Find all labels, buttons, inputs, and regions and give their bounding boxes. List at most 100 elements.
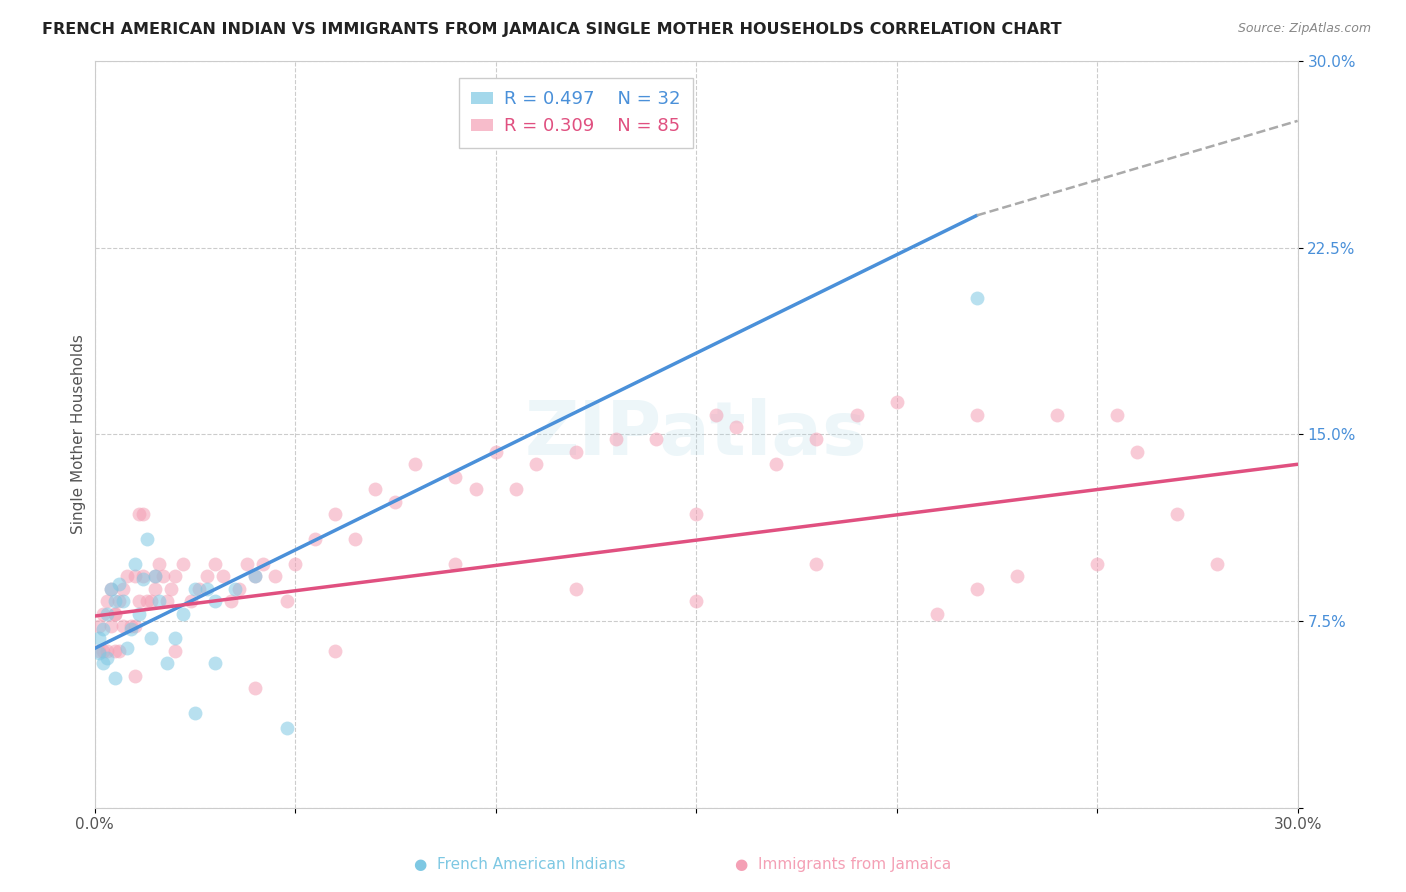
Point xyxy=(725,420,748,434)
Point xyxy=(1126,445,1149,459)
Point xyxy=(704,408,727,422)
Point xyxy=(107,576,129,591)
Point xyxy=(131,507,153,521)
Point xyxy=(156,657,179,671)
Point xyxy=(91,657,114,671)
Point xyxy=(91,622,114,636)
Point xyxy=(685,594,707,608)
Point xyxy=(91,644,114,658)
Point xyxy=(96,607,118,621)
Point xyxy=(128,507,150,521)
Point xyxy=(87,632,110,646)
Point xyxy=(1107,408,1129,422)
Point xyxy=(120,619,142,633)
Point xyxy=(100,619,122,633)
Point xyxy=(87,647,110,661)
Point xyxy=(187,582,209,596)
Point xyxy=(886,395,908,409)
Point xyxy=(104,594,127,608)
Point xyxy=(139,594,162,608)
Point xyxy=(1085,557,1108,571)
Point xyxy=(323,507,346,521)
Point xyxy=(966,582,988,596)
Point xyxy=(444,469,467,483)
Point xyxy=(765,457,787,471)
Point xyxy=(107,594,129,608)
Point xyxy=(524,457,547,471)
Point xyxy=(131,569,153,583)
Point xyxy=(966,291,988,305)
Point xyxy=(96,594,118,608)
Point xyxy=(252,557,274,571)
Point xyxy=(172,607,194,621)
Point xyxy=(806,557,828,571)
Point xyxy=(364,482,387,496)
Point xyxy=(96,651,118,665)
Legend: R = 0.497    N = 32, R = 0.309    N = 85: R = 0.497 N = 32, R = 0.309 N = 85 xyxy=(458,78,693,148)
Point xyxy=(104,644,127,658)
Point xyxy=(1166,507,1188,521)
Point xyxy=(184,706,207,720)
Point xyxy=(143,582,166,596)
Point xyxy=(384,494,406,508)
Point xyxy=(505,482,527,496)
Point xyxy=(156,594,179,608)
Text: FRENCH AMERICAN INDIAN VS IMMIGRANTS FROM JAMAICA SINGLE MOTHER HOUSEHOLDS CORRE: FRENCH AMERICAN INDIAN VS IMMIGRANTS FRO… xyxy=(42,22,1062,37)
Point xyxy=(143,569,166,583)
Point xyxy=(124,569,146,583)
Point xyxy=(195,582,218,596)
Text: ●  French American Indians: ● French American Indians xyxy=(415,857,626,872)
Point xyxy=(276,594,298,608)
Point xyxy=(148,557,170,571)
Point xyxy=(605,433,627,447)
Point xyxy=(565,445,588,459)
Point xyxy=(139,632,162,646)
Point xyxy=(115,641,138,656)
Point xyxy=(100,582,122,596)
Point xyxy=(120,622,142,636)
Point xyxy=(124,669,146,683)
Point xyxy=(128,594,150,608)
Point xyxy=(1206,557,1229,571)
Point xyxy=(344,532,367,546)
Point xyxy=(152,569,174,583)
Point xyxy=(484,445,506,459)
Point xyxy=(143,569,166,583)
Point xyxy=(236,557,259,571)
Y-axis label: Single Mother Households: Single Mother Households xyxy=(72,334,86,534)
Text: Source: ZipAtlas.com: Source: ZipAtlas.com xyxy=(1237,22,1371,36)
Point xyxy=(104,671,127,685)
Point xyxy=(806,433,828,447)
Point xyxy=(219,594,242,608)
Text: ●  Immigrants from Jamaica: ● Immigrants from Jamaica xyxy=(735,857,952,872)
Point xyxy=(1046,408,1069,422)
Point xyxy=(91,607,114,621)
Point xyxy=(180,594,202,608)
Point xyxy=(87,619,110,633)
Point xyxy=(172,557,194,571)
Point xyxy=(966,408,988,422)
Point xyxy=(204,657,226,671)
Point xyxy=(148,594,170,608)
Point xyxy=(925,607,948,621)
Point xyxy=(107,644,129,658)
Point xyxy=(111,582,134,596)
Point xyxy=(243,681,266,696)
Point xyxy=(243,569,266,583)
Point xyxy=(135,532,157,546)
Point xyxy=(195,569,218,583)
Point xyxy=(104,607,127,621)
Point xyxy=(212,569,235,583)
Point xyxy=(685,507,707,521)
Point xyxy=(115,569,138,583)
Point xyxy=(845,408,868,422)
Point xyxy=(163,644,186,658)
Point xyxy=(124,619,146,633)
Point xyxy=(224,582,246,596)
Point xyxy=(264,569,287,583)
Point xyxy=(464,482,486,496)
Point xyxy=(304,532,326,546)
Point xyxy=(204,594,226,608)
Point xyxy=(204,557,226,571)
Point xyxy=(228,582,250,596)
